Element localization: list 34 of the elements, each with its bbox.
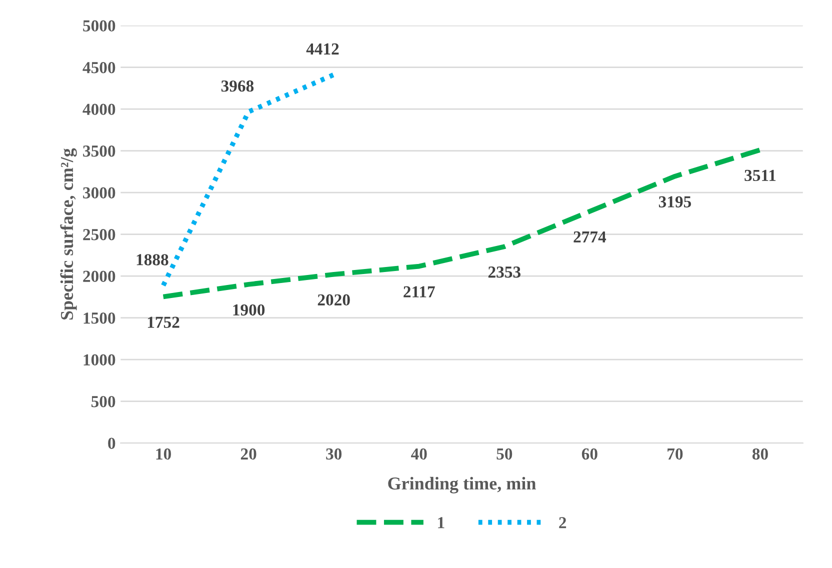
x-axis-title: Grinding time, min (388, 476, 536, 494)
x-tick-label: 40 (411, 448, 427, 460)
data-label: 3195 (658, 196, 692, 208)
data-label: 1752 (148, 316, 180, 328)
y-axis-title: Specific surface, cm²/g (60, 148, 77, 320)
data-label: 2117 (404, 286, 435, 298)
y-tick-label: 0 (108, 438, 116, 449)
data-label: 3511 (744, 170, 776, 182)
y-tick-label: 4000 (82, 104, 116, 116)
x-tick-label: 70 (668, 448, 683, 460)
y-tick-label: 5000 (83, 20, 116, 32)
data-label: 2020 (318, 294, 350, 306)
y-tick-label: 1500 (84, 312, 116, 324)
legend-label: 1 (438, 517, 444, 528)
y-tick-label: 3000 (83, 187, 116, 198)
x-tick-label: 10 (156, 448, 171, 460)
y-tick-label: 1000 (84, 354, 116, 366)
y-tick-label: 2000 (83, 270, 116, 282)
data-label: 2774 (574, 231, 606, 242)
data-label: 4412 (306, 43, 339, 54)
y-tick-label: 500 (91, 396, 116, 408)
x-tick-label: 20 (240, 448, 256, 460)
data-label: 1888 (136, 254, 168, 266)
data-label: 1900 (233, 304, 265, 316)
y-tick-label: 2500 (83, 229, 116, 240)
y-tick-label: 4500 (82, 62, 116, 74)
data-label: 2353 (488, 266, 520, 278)
x-tick-label: 60 (582, 448, 598, 460)
x-tick-label: 30 (326, 448, 342, 460)
y-tick-label: 3500 (83, 146, 116, 157)
legend-label: 2 (559, 517, 566, 528)
x-tick-label: 50 (496, 448, 512, 460)
data-label: 3968 (221, 80, 254, 92)
x-tick-label: 80 (752, 448, 768, 460)
